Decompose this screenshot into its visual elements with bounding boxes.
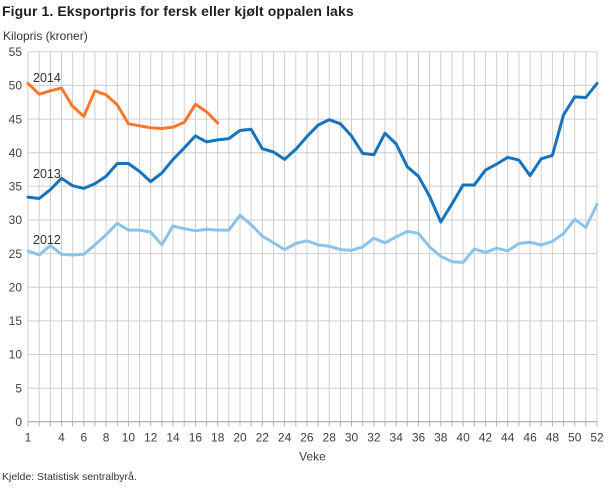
- y-tick-label: 35: [9, 180, 23, 194]
- page-title: Figur 1. Eksportpris for fersk eller kjø…: [2, 3, 354, 19]
- x-tick-label: 40: [456, 431, 470, 445]
- x-tick-label: 26: [300, 431, 314, 445]
- series-label-2014: 2014: [33, 71, 61, 85]
- x-tick-label: 42: [479, 431, 493, 445]
- x-tick-label: 44: [501, 431, 515, 445]
- y-tick-label: 40: [9, 146, 23, 160]
- x-tick-label: 50: [568, 431, 582, 445]
- x-tick-label: 8: [103, 431, 110, 445]
- y-tick-label: 0: [15, 415, 22, 429]
- x-tick-label: 36: [412, 431, 426, 445]
- x-tick-label: 1: [25, 431, 32, 445]
- x-tick-label: 34: [390, 431, 404, 445]
- x-tick-label: 30: [345, 431, 359, 445]
- x-tick-label: 16: [189, 431, 203, 445]
- series-line-2014: [26, 81, 220, 130]
- y-axis-unit-label: Kilopris (kroner): [3, 29, 88, 43]
- x-tick-label: 12: [144, 431, 158, 445]
- series-label-2012: 2012: [33, 233, 61, 247]
- series-label-2013: 2013: [33, 167, 61, 181]
- y-tick-label: 20: [9, 281, 23, 295]
- y-tick-label: 50: [9, 79, 23, 93]
- series-line-2012: [26, 203, 599, 264]
- y-tick-label: 5: [15, 381, 22, 395]
- x-tick-label: 52: [590, 431, 604, 445]
- x-tick-label: 22: [256, 431, 270, 445]
- y-tick-label: 25: [9, 247, 23, 261]
- x-tick-label: 10: [122, 431, 136, 445]
- source-note: Kjelde: Statistisk sentralbyrå.: [2, 471, 137, 483]
- x-tick-label: 4: [58, 431, 65, 445]
- y-tick-label: 45: [9, 112, 23, 126]
- x-tick-label: 48: [546, 431, 560, 445]
- x-tick-label: 6: [80, 431, 87, 445]
- x-tick-label: 20: [233, 431, 247, 445]
- x-tick-label: 46: [523, 431, 537, 445]
- x-tick-label: 14: [166, 431, 180, 445]
- x-axis-title: Veke: [299, 450, 326, 464]
- y-tick-label: 10: [9, 348, 23, 362]
- y-tick-label: 30: [9, 213, 23, 227]
- y-tick-label: 55: [9, 45, 23, 59]
- x-tick-label: 24: [278, 431, 292, 445]
- x-tick-label: 28: [323, 431, 337, 445]
- x-tick-label: 32: [367, 431, 381, 445]
- series-line-2013: [26, 81, 599, 224]
- x-tick-label: 18: [211, 431, 225, 445]
- y-tick-label: 15: [9, 314, 23, 328]
- x-tick-label: 38: [434, 431, 448, 445]
